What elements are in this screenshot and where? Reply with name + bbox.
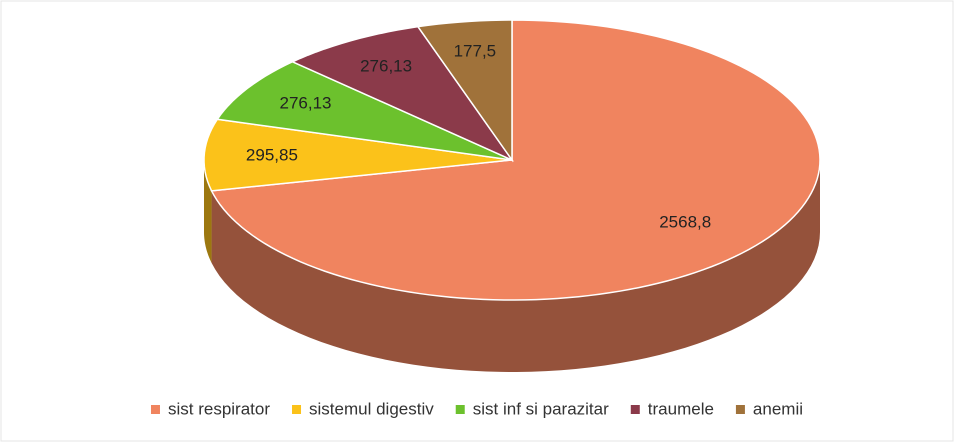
data-label: 177,5 bbox=[454, 42, 497, 61]
pie-slice bbox=[290, 25, 515, 162]
legend-label: sist respirator bbox=[168, 399, 270, 418]
legend-label: sistemul digestiv bbox=[309, 399, 434, 418]
pie-slice bbox=[210, 19, 821, 301]
legend-label: sist inf si parazitar bbox=[473, 399, 609, 418]
legend-label: traumele bbox=[648, 399, 714, 418]
legend-marker bbox=[455, 405, 465, 414]
pie-slice bbox=[215, 60, 513, 161]
data-label: 295,85 bbox=[246, 145, 298, 164]
legend-marker bbox=[735, 405, 745, 414]
legend-label: anemii bbox=[753, 399, 803, 418]
legend-marker bbox=[150, 405, 160, 414]
legend-marker bbox=[292, 405, 302, 414]
data-label: 276,13 bbox=[360, 56, 412, 75]
legend-marker bbox=[630, 405, 640, 414]
pie-slice bbox=[203, 118, 513, 192]
pie-side bbox=[211, 160, 820, 372]
data-label: 2568,8 bbox=[659, 212, 711, 231]
pie-side bbox=[204, 160, 212, 263]
data-label: 276,13 bbox=[280, 94, 332, 113]
pie-slice bbox=[416, 19, 513, 163]
